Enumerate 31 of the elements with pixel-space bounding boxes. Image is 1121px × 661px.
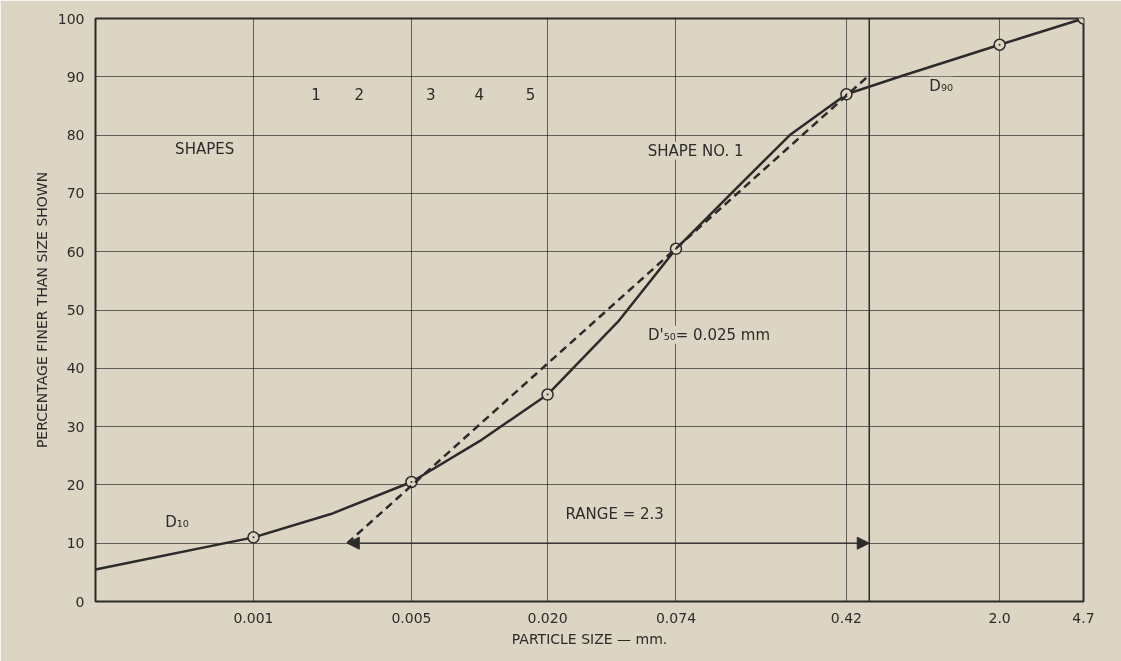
y-tick-label: 30 bbox=[66, 418, 85, 435]
annotation: SHAPE NO. 1 bbox=[647, 141, 744, 160]
x-tick-label: 0.42 bbox=[830, 609, 863, 626]
annotation: 2 bbox=[354, 86, 365, 105]
x-tick-label: 0.074 bbox=[655, 609, 697, 626]
annotation: SHAPES bbox=[175, 140, 235, 159]
x-tick-label: 4.7 bbox=[1072, 609, 1095, 626]
y-tick-label: 40 bbox=[66, 360, 85, 377]
y-tick-label: 80 bbox=[66, 127, 85, 144]
x-tick-label: 0.001 bbox=[233, 609, 274, 626]
annotation: 3 bbox=[426, 86, 436, 105]
y-tick-label: 20 bbox=[66, 476, 85, 493]
annotation: D'₅₀= 0.025 mm bbox=[648, 325, 771, 344]
annotation: 1 bbox=[311, 86, 321, 105]
x-axis-title: PARTICLE SIZE — mm. bbox=[511, 630, 668, 647]
y-tick-label: 90 bbox=[66, 68, 85, 85]
y-tick-label: 0 bbox=[75, 593, 85, 610]
y-tick-label: 70 bbox=[66, 185, 85, 202]
x-tick-label: 0.020 bbox=[527, 609, 568, 626]
annotation: 5 bbox=[525, 86, 536, 105]
annotation: RANGE = 2.3 bbox=[565, 504, 664, 523]
x-tick-label: 2.0 bbox=[988, 609, 1011, 626]
annotation: 4 bbox=[474, 86, 485, 105]
x-tick-label: 0.005 bbox=[391, 609, 432, 626]
annotation: D₉₀ bbox=[929, 76, 953, 95]
y-tick-label: 50 bbox=[66, 302, 85, 318]
y-tick-label: 60 bbox=[66, 243, 85, 260]
y-tick-label: 100 bbox=[57, 10, 85, 27]
annotation: D₁₀ bbox=[165, 513, 189, 532]
y-axis-title: PERCENTAGE FINER THAN SIZE SHOWN bbox=[33, 171, 50, 449]
y-tick-label: 10 bbox=[66, 535, 85, 552]
